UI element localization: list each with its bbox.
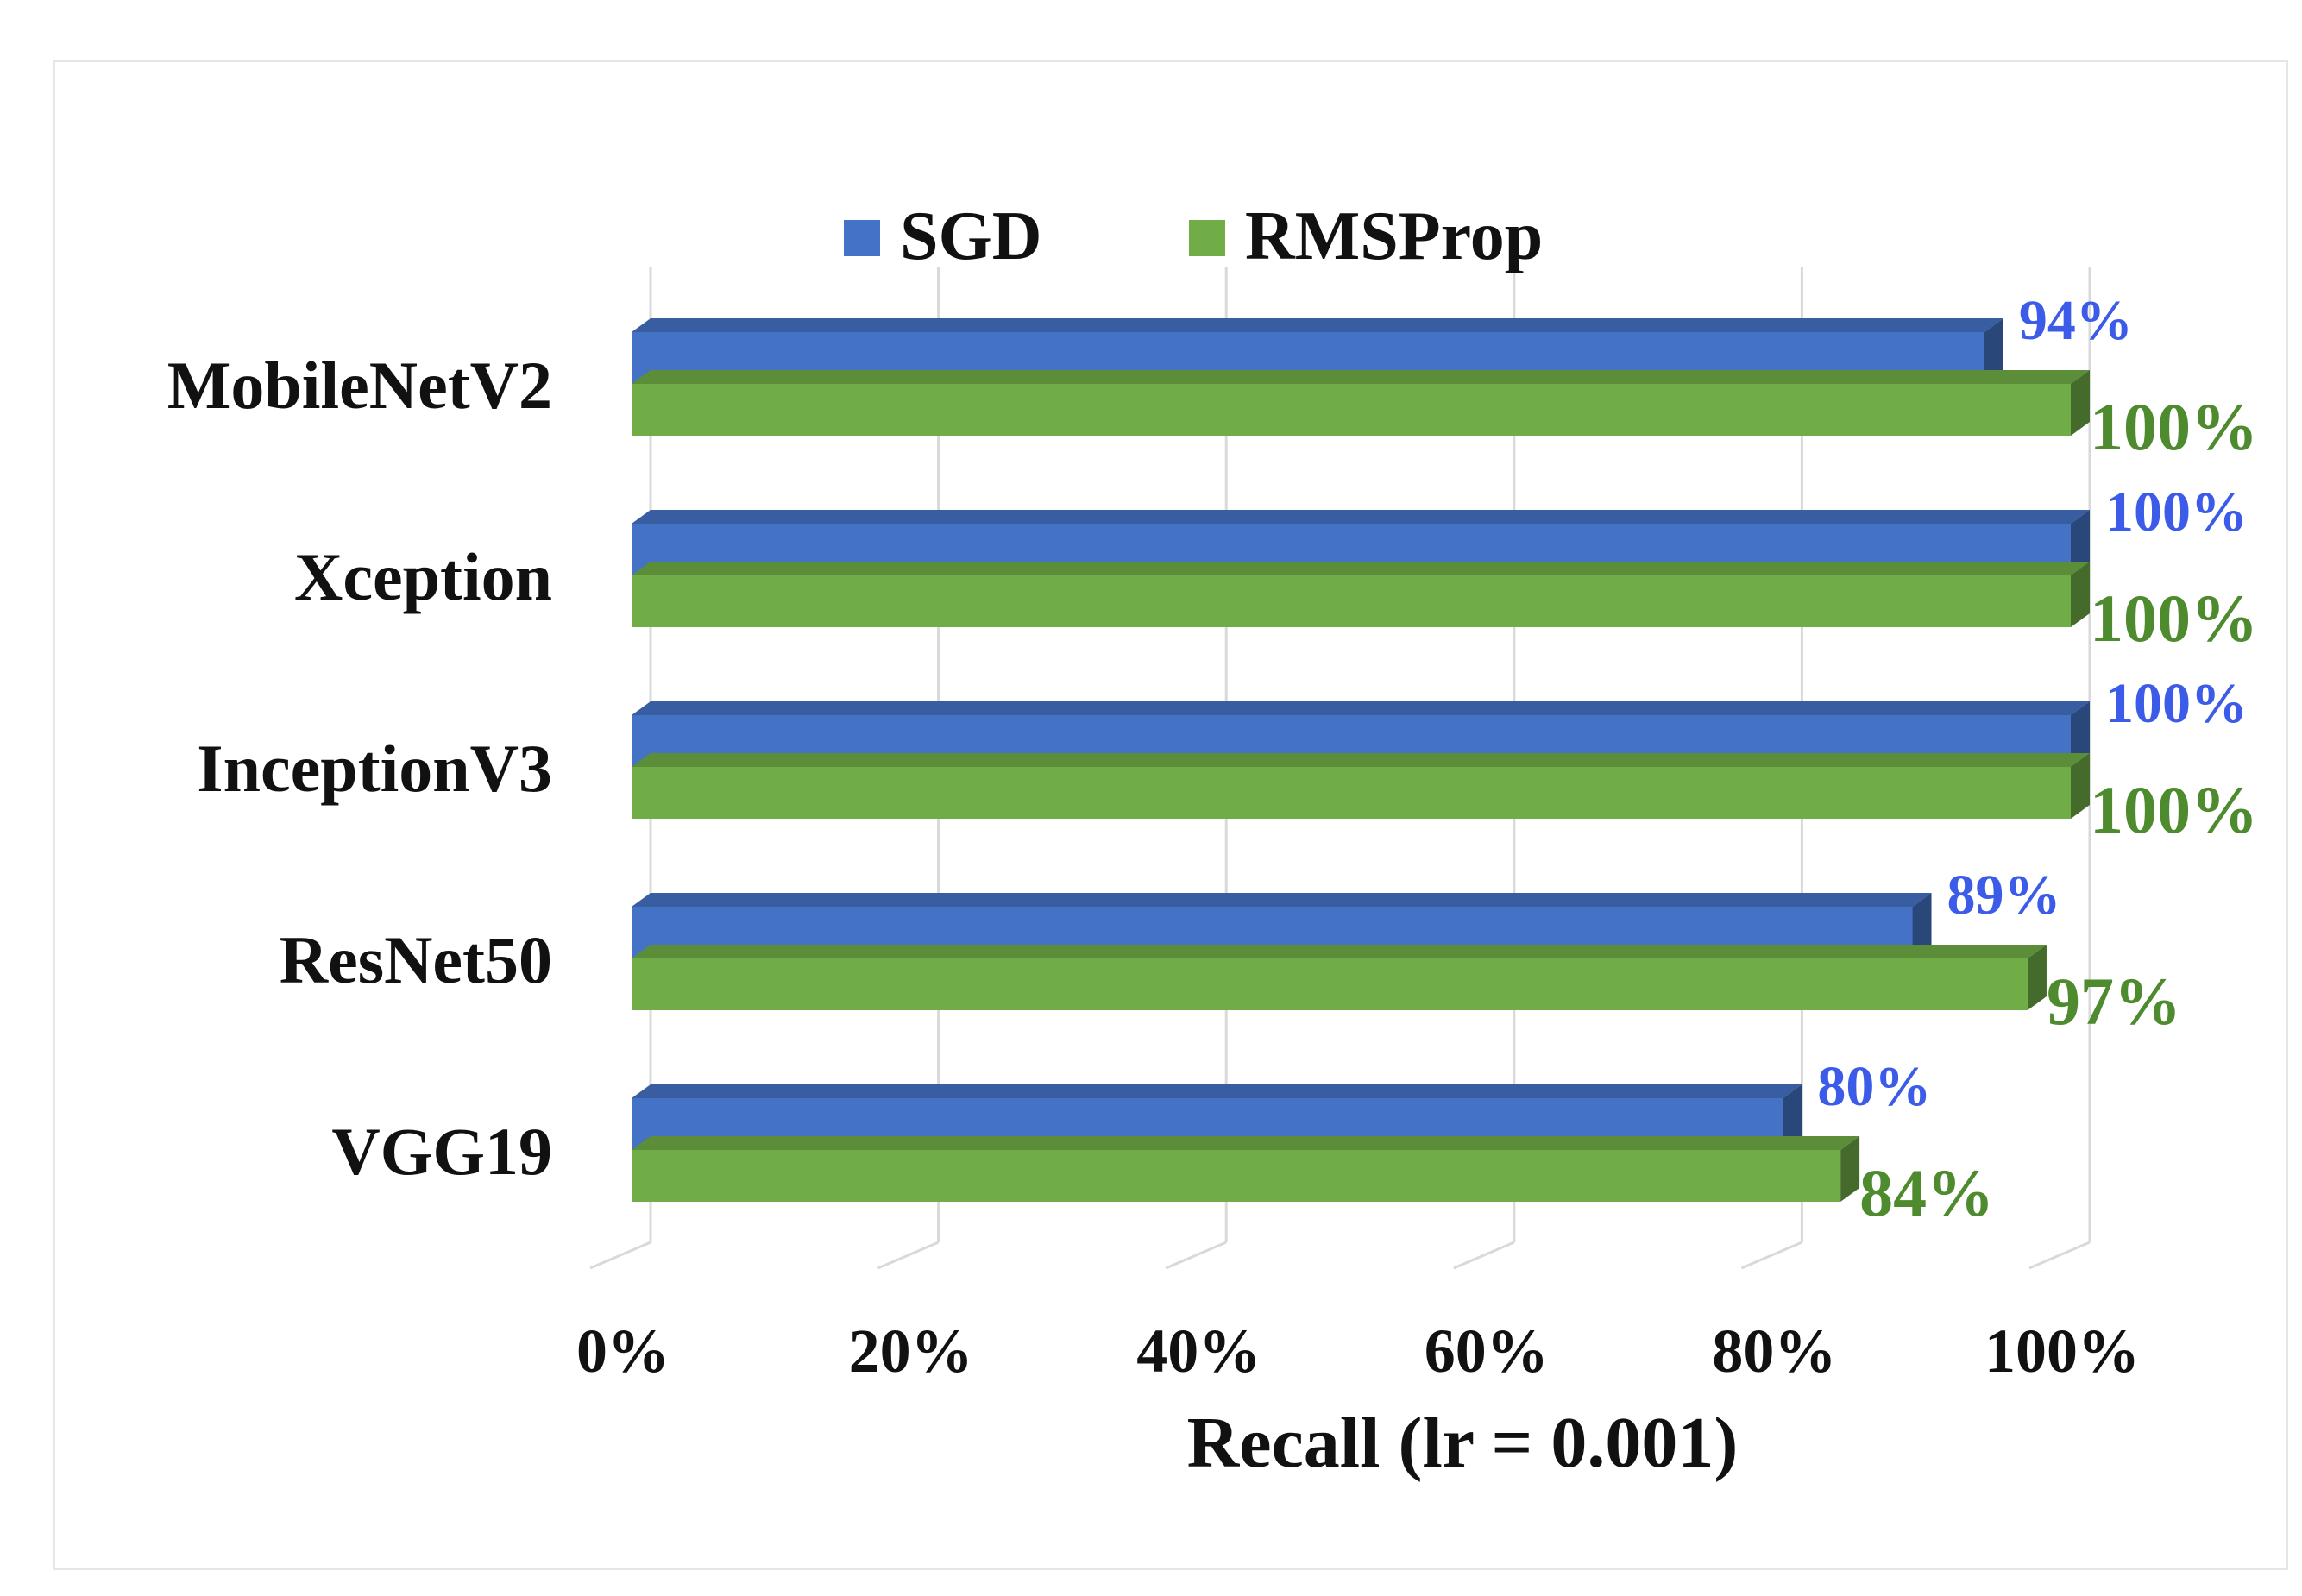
bar-side-face [1912,893,1932,958]
legend-swatch-sgd [844,220,880,256]
bar-top-face [632,318,2003,332]
data-label-sgd: 94% [2019,289,2133,352]
x-tick-label: 100% [1984,1316,2140,1386]
bar-top-face [632,753,2090,767]
bar-side-face [2071,370,2090,436]
x-tick-label: 20% [849,1316,973,1386]
legend-swatch-rmsprop [1189,220,1225,256]
floor-gridline [589,1241,651,1270]
bar-rmsprop [632,767,2071,819]
bar-top-face [632,510,2090,524]
bar-side-face [2071,701,2090,767]
data-label-rmsprop: 100% [2090,389,2258,464]
bar-rmsprop [632,384,2071,436]
data-label-rmsprop: 97% [2047,964,2181,1039]
bar-top-face [632,945,2047,958]
category-label: Xception [294,539,552,614]
legend-label-sgd: SGD [900,198,1042,274]
bar-side-face [1984,318,2003,384]
bar-side-face [2071,753,2090,819]
bar-side-face [2071,510,2090,575]
x-tick-label: 40% [1136,1316,1261,1386]
bar-top-face [632,562,2090,575]
x-tick-label: 80% [1712,1316,1836,1386]
label-layer: 0% 20% 40% 60% 80% 100% MobileNetV2 94% 100% Xcep… [167,289,2258,1386]
x-axis-title: Recall (lr = 0.001) [1187,1403,1739,1483]
floor-gridline [1165,1241,1227,1270]
bar-top-face [632,701,2090,715]
bar-side-face [1840,1136,1860,1202]
floor-gridline [877,1241,940,1270]
bar-top-face [632,1084,1802,1098]
bar-top-face [632,1136,1860,1150]
floor-gridline [1740,1241,1802,1270]
category-label: VGG19 [331,1114,552,1189]
legend: SGD RMSProp [844,198,1543,274]
category-label: MobileNetV2 [167,348,552,423]
bar-layer [632,318,2090,1202]
floor-gridline [2028,1241,2091,1270]
floor-gridline [1453,1241,1515,1270]
data-label-rmsprop: 100% [2090,581,2258,656]
x-tick-label: 0% [576,1316,670,1386]
data-label-sgd: 100% [2105,672,2248,735]
data-label-sgd: 80% [1817,1055,1931,1118]
bar-top-face [632,370,2090,384]
legend-label-rmsprop: RMSProp [1245,198,1543,274]
bar-side-face [2027,945,2047,1010]
data-label-sgd: 100% [2105,481,2248,544]
category-label: InceptionV3 [197,731,552,806]
data-label-rmsprop: 84% [1859,1155,1994,1230]
bar-rmsprop [632,958,2028,1010]
bar-side-face [2071,562,2090,627]
bar-rmsprop [632,1150,1841,1202]
bar-rmsprop [632,575,2071,627]
category-label: ResNet50 [280,922,552,997]
data-label-rmsprop: 100% [2090,772,2258,847]
bar-side-face [1783,1084,1802,1150]
data-label-sgd: 89% [1947,864,2061,927]
bar-top-face [632,893,1932,907]
x-tick-label: 60% [1425,1316,1549,1386]
